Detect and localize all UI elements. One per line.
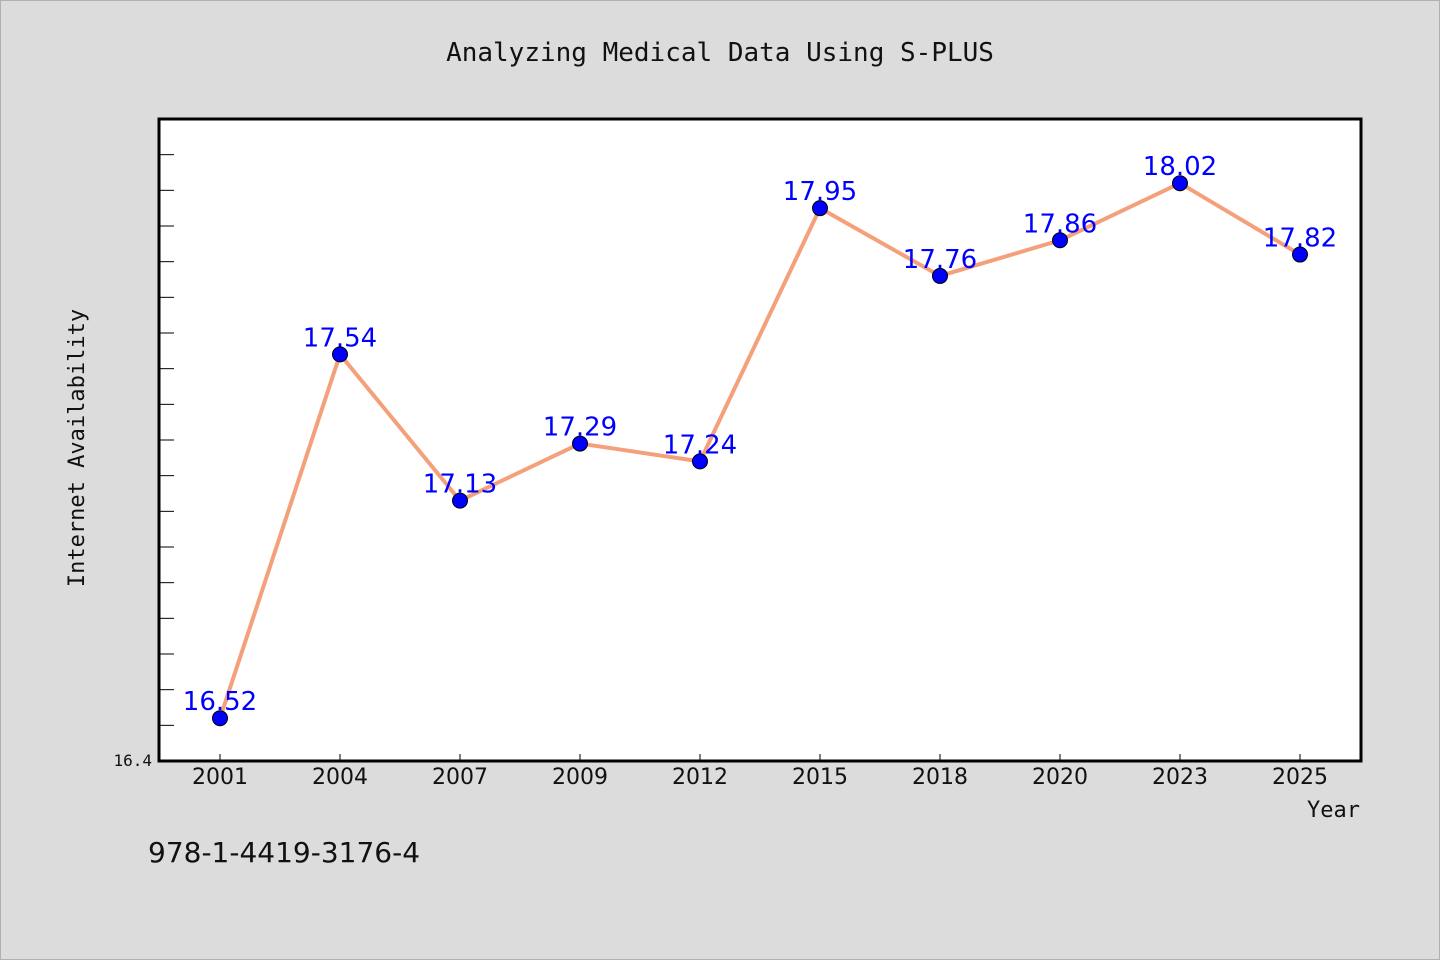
data-point xyxy=(1172,175,1188,192)
x-tick-label: 2023 xyxy=(1152,765,1208,790)
data-point xyxy=(692,453,708,470)
data-label: 17.24 xyxy=(663,430,737,460)
data-label: 17.76 xyxy=(903,245,977,275)
chart-title: Analyzing Medical Data Using S-PLUS xyxy=(446,38,994,68)
data-point xyxy=(572,435,588,452)
x-tick-label: 2007 xyxy=(432,765,488,790)
data-point xyxy=(932,267,948,284)
data-markers xyxy=(212,175,1308,727)
x-tick-label: 2025 xyxy=(1272,765,1328,790)
data-label: 17.86 xyxy=(1023,209,1097,239)
y-axis-title: Internet Availability xyxy=(65,309,90,587)
data-label: 17.13 xyxy=(423,470,497,500)
data-point xyxy=(452,492,468,509)
isbn-footer: 978-1-4419-3176-4 xyxy=(148,836,420,869)
x-tick-label: 2018 xyxy=(912,765,968,790)
y-axis-ticks xyxy=(159,154,174,726)
data-label: 17.82 xyxy=(1263,224,1337,254)
data-label: 17.54 xyxy=(303,323,377,353)
x-tick-label: 2009 xyxy=(552,765,608,790)
x-tick-label: 2004 xyxy=(312,765,368,790)
data-labels: 16.52 17.54 17.13 17.29 17.24 17.95 17.76 17.86… xyxy=(183,152,1337,717)
x-axis-ticks xyxy=(219,754,1301,761)
data-label: 16.52 xyxy=(183,687,257,717)
data-point xyxy=(212,710,228,727)
x-tick-label: 2015 xyxy=(792,765,848,790)
x-tick-label: 2020 xyxy=(1032,765,1088,790)
x-tick-label: 2001 xyxy=(192,765,248,790)
data-point xyxy=(332,346,348,363)
data-point xyxy=(1052,232,1068,249)
series-line-group xyxy=(218,181,1302,719)
data-point xyxy=(1292,246,1308,263)
plot-area xyxy=(157,117,1363,763)
x-tick-label: 2012 xyxy=(672,765,728,790)
y-axis-min-label: 16.4 xyxy=(113,751,152,770)
series-line xyxy=(218,181,1302,719)
data-point xyxy=(812,200,828,217)
x-axis-title: Year xyxy=(1307,798,1360,823)
data-label: 18.02 xyxy=(1143,152,1217,182)
x-axis-tick-labels: 2001 2004 2007 2009 2012 2015 2018 2020 2023 2025 xyxy=(192,765,1328,790)
data-label: 17.95 xyxy=(783,177,857,207)
data-label: 17.29 xyxy=(543,413,617,443)
